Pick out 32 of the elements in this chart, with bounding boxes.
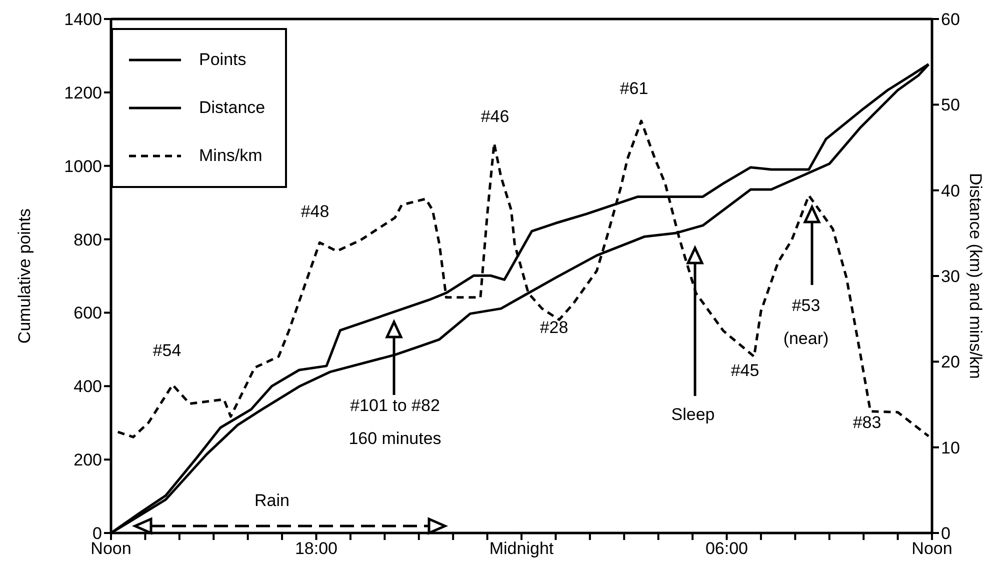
annotation: #53 (near) bbox=[783, 296, 829, 348]
y2-tick-label: 40 bbox=[941, 181, 960, 200]
y-tick-label: 1200 bbox=[64, 83, 102, 102]
annotation: Rain bbox=[254, 491, 290, 510]
y-tick-label: 400 bbox=[74, 377, 102, 396]
x-tick-label: 18:00 bbox=[294, 539, 338, 558]
annotation: #45 bbox=[730, 361, 760, 380]
y2-tick-label: 50 bbox=[941, 96, 960, 115]
annotation: #83 bbox=[852, 413, 882, 432]
annotation: #28 bbox=[540, 318, 568, 337]
x-tick-label: 06:00 bbox=[705, 539, 748, 558]
y-tick-label: 800 bbox=[74, 230, 102, 250]
y2-tick-label: 20 bbox=[941, 352, 960, 372]
y-tick-label: 1000 bbox=[64, 156, 102, 176]
y2-tick-label: 60 bbox=[941, 10, 960, 30]
annotation: #48 bbox=[300, 202, 330, 221]
y-axis-title: Cumulative points bbox=[15, 208, 34, 344]
annotation: #46 bbox=[480, 107, 510, 126]
y2-tick-label: 10 bbox=[941, 438, 960, 458]
annotation: #61 bbox=[620, 79, 648, 98]
legend-label: Points bbox=[199, 50, 246, 70]
y-tick-label: 600 bbox=[74, 304, 102, 323]
y2-axis-title: Distance (km) and mins/km bbox=[966, 173, 985, 379]
annotation: #54 bbox=[152, 341, 182, 360]
y2-tick-label: 30 bbox=[941, 267, 960, 286]
annotation: Sleep bbox=[671, 405, 715, 424]
legend-label: Distance bbox=[199, 98, 266, 118]
legend-label: Mins/km bbox=[199, 146, 262, 166]
y-tick-label: 1400 bbox=[64, 10, 102, 30]
x-tick-label: Midnight bbox=[489, 539, 554, 558]
annotation: #101 to #82 160 minutes bbox=[348, 396, 442, 448]
y-tick-label: 200 bbox=[74, 450, 102, 470]
